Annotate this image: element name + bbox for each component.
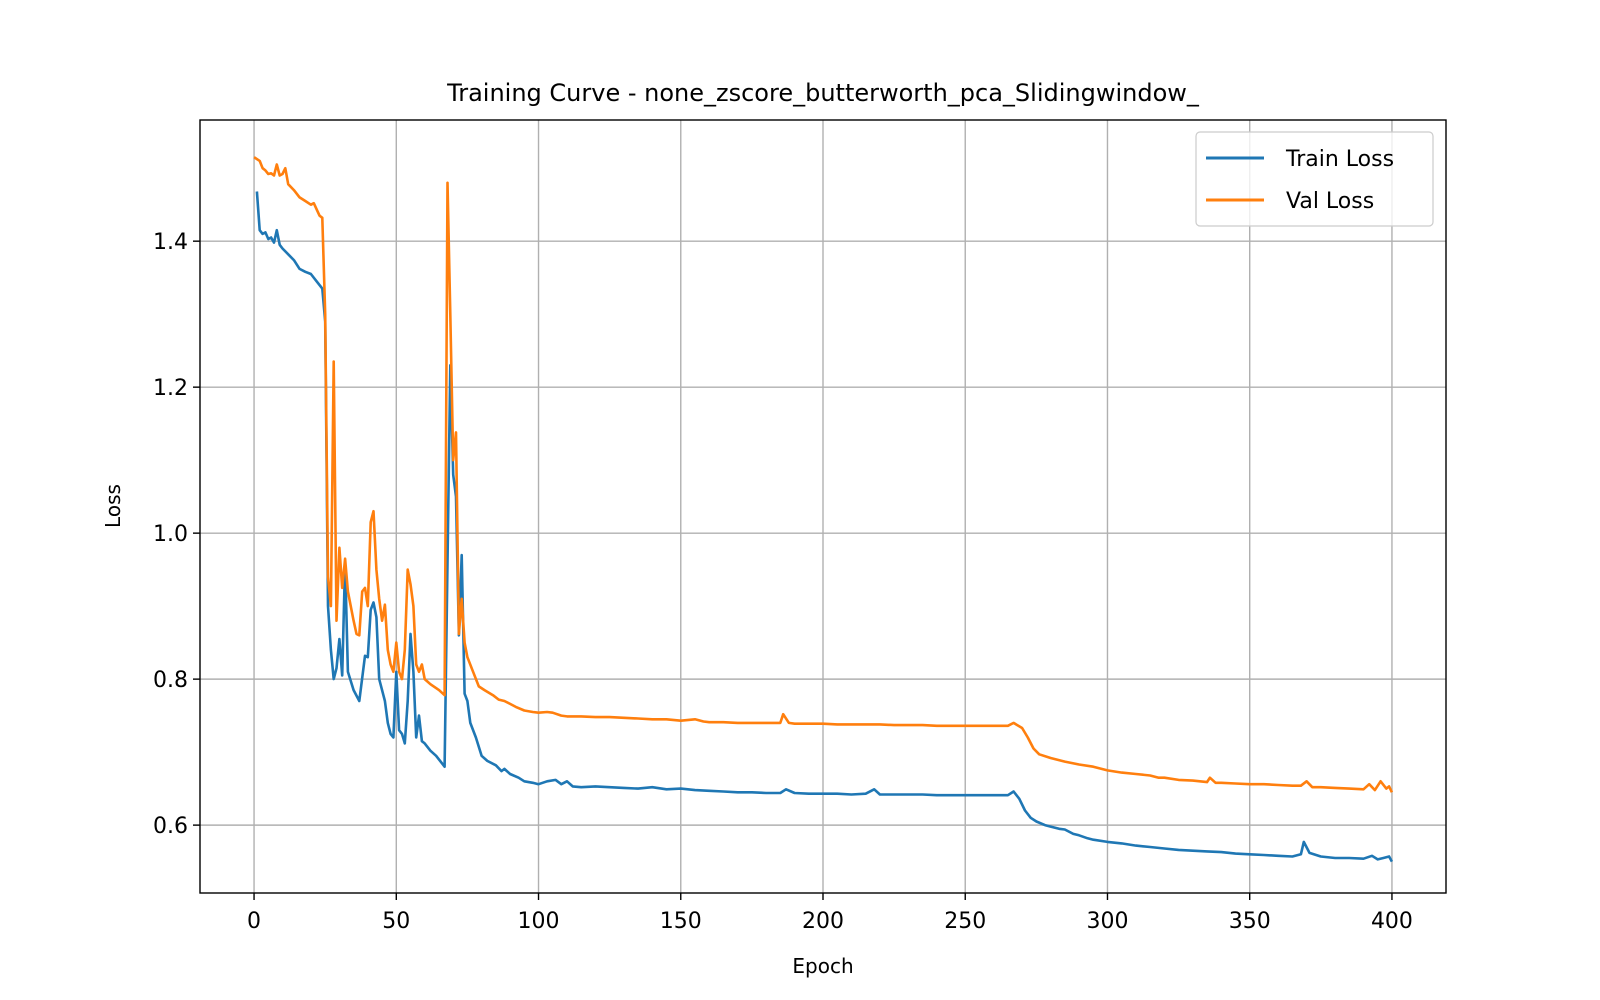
legend-label-val-loss: Val Loss: [1286, 189, 1374, 214]
x-tick-label: 300: [1086, 909, 1128, 934]
x-tick-label: 150: [660, 909, 702, 934]
x-tick-label: 50: [382, 909, 410, 934]
x-tick-label: 200: [802, 909, 844, 934]
x-axis-label: Epoch: [792, 954, 853, 978]
y-tick-label: 0.6: [153, 814, 188, 839]
y-tick-label: 1.0: [153, 522, 188, 547]
y-axis-label: Loss: [101, 484, 125, 528]
series-line-train-loss: [255, 191, 1394, 863]
x-tick-label: 350: [1229, 909, 1271, 934]
legend-box: [1195, 131, 1434, 227]
grid: [200, 120, 1446, 893]
x-tick-label: 0: [247, 909, 261, 934]
legend-label-train-loss: Train Loss: [1285, 147, 1394, 172]
y-tick-label: 1.2: [153, 376, 188, 401]
chart-title: Training Curve - none_zscore_butterworth…: [446, 79, 1200, 107]
x-tick-label: 400: [1371, 909, 1413, 934]
series-line-val-loss: [253, 156, 1394, 793]
y-tick-label: 1.4: [153, 230, 188, 255]
y-tick-label: 0.8: [153, 668, 188, 693]
x-axis: 0 50 100 150 200 250 300 350 400: [247, 893, 1413, 934]
x-tick-label: 100: [518, 909, 560, 934]
series-layer: [253, 156, 1394, 863]
x-tick-label: 250: [944, 909, 986, 934]
legend: Train Loss Val Loss: [1195, 131, 1434, 227]
y-axis: 0.6 0.8 1.0 1.2 1.4: [153, 230, 200, 839]
